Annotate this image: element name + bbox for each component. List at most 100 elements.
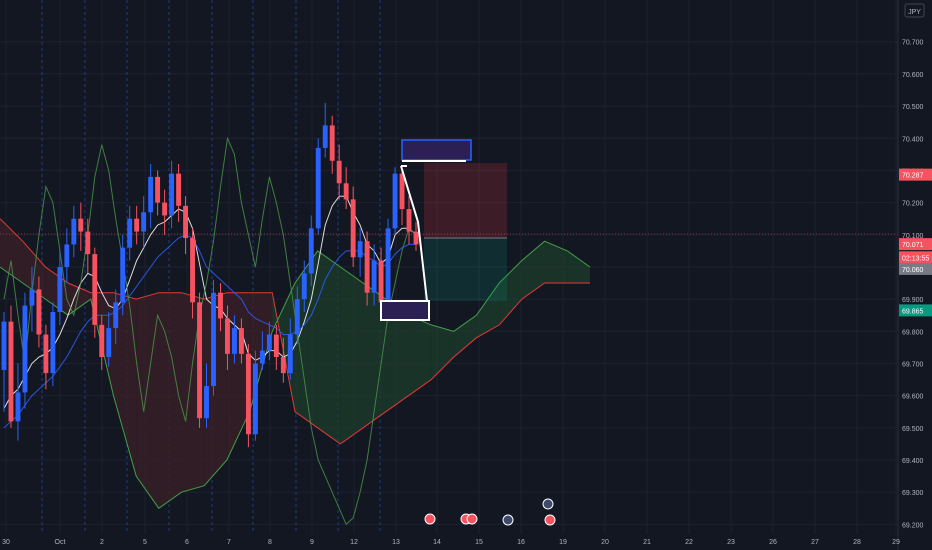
cloud-segment xyxy=(0,218,23,284)
candle-body xyxy=(273,334,279,358)
candle-body xyxy=(99,324,105,358)
candle-body xyxy=(1,321,7,370)
time-tick-label: 13 xyxy=(392,539,400,546)
price-tick-label: 69.300 xyxy=(902,490,924,497)
candle-body xyxy=(183,205,189,238)
event-flag-icon[interactable] xyxy=(466,513,478,525)
time-tick-label: 19 xyxy=(559,539,567,546)
candle-body xyxy=(245,353,251,435)
cloud-segment xyxy=(158,292,182,509)
cloud-segment xyxy=(385,299,409,412)
time-tick-label: 2 xyxy=(100,539,104,546)
ichimoku-cloud xyxy=(0,218,591,509)
candle-body xyxy=(336,160,342,184)
time-ticks: 30 Oct 2 5 6 7 8 9 12 13 14 15 16 19 20 21 22 23 26 27 28 29 xyxy=(2,539,900,546)
candle-body xyxy=(308,228,314,274)
price-tick-label: 69.700 xyxy=(902,361,924,368)
candle-body xyxy=(218,292,223,319)
drawing-tools[interactable] xyxy=(0,139,898,321)
price-label-text: 70.060 xyxy=(902,267,924,274)
time-tick-label: 26 xyxy=(769,539,777,546)
candle-body xyxy=(252,363,258,435)
price-axis[interactable]: JPY 70.70070.60070.50070.40070.30070.200… xyxy=(897,0,932,550)
cloud-segment xyxy=(544,241,568,284)
time-tick-label: 29 xyxy=(892,539,900,546)
candle-body xyxy=(71,218,77,245)
time-tick-label: 23 xyxy=(727,539,735,546)
candle-body xyxy=(413,231,419,245)
projection-path[interactable] xyxy=(400,165,428,302)
candle-body xyxy=(225,318,230,354)
candle-body xyxy=(50,312,56,374)
cloud-segment xyxy=(476,283,500,338)
candle-body xyxy=(231,328,237,354)
candle-body xyxy=(266,334,272,351)
candle-body xyxy=(120,247,126,303)
price-label-tag xyxy=(899,251,932,264)
candle-body xyxy=(364,241,370,293)
time-tick-label: Oct xyxy=(55,539,66,546)
candle-body xyxy=(190,238,195,303)
candle-body xyxy=(204,386,209,419)
indicator-lagging_span xyxy=(3,136,417,526)
candle-body xyxy=(8,321,14,422)
candle-body xyxy=(371,260,377,293)
candle-body xyxy=(301,273,307,300)
time-tick-label: 9 xyxy=(310,539,314,546)
time-tick-label: 16 xyxy=(517,539,525,546)
candle-body xyxy=(29,289,35,306)
price-tick-label: 70.700 xyxy=(902,40,924,47)
price-tick-label: 70.600 xyxy=(902,72,924,79)
candle-body xyxy=(287,334,293,374)
price-label-text: 02:13:55 xyxy=(902,255,929,262)
time-tick-label: 8 xyxy=(268,539,272,546)
price-axis-background xyxy=(898,0,932,550)
time-tick-label: 28 xyxy=(853,539,861,546)
candle-body xyxy=(294,299,300,335)
candle-body xyxy=(343,183,349,200)
candle-body xyxy=(57,266,63,312)
time-tick-label: 21 xyxy=(643,539,651,546)
demand-box[interactable] xyxy=(380,300,430,321)
cloud-span-b xyxy=(0,218,590,445)
candle-body xyxy=(106,328,112,358)
time-tick-label: 27 xyxy=(811,539,819,546)
candle-body xyxy=(43,334,49,374)
candle-body xyxy=(134,218,140,232)
currency-label: JPY xyxy=(908,9,921,16)
time-tick-label: 14 xyxy=(433,539,441,546)
event-flag-icon[interactable] xyxy=(424,513,436,525)
candlesticks[interactable] xyxy=(1,102,419,448)
time-tick-label: 22 xyxy=(685,539,693,546)
supply-box[interactable] xyxy=(401,139,472,161)
candle-body xyxy=(406,209,412,232)
candle-body xyxy=(169,173,175,216)
event-flag-icon[interactable] xyxy=(542,498,554,510)
price-tick-label: 69.200 xyxy=(902,522,924,529)
event-flag-icon[interactable] xyxy=(544,514,556,526)
candle-body xyxy=(155,176,161,203)
time-tick-label: 6 xyxy=(185,539,189,546)
candle-body xyxy=(15,392,21,422)
economic-events[interactable] xyxy=(424,498,556,526)
candle-body xyxy=(378,260,384,303)
indicator-ema_slow xyxy=(3,234,416,429)
cloud-segment xyxy=(567,250,590,284)
event-flag-icon[interactable] xyxy=(502,514,514,526)
time-tick-label: 5 xyxy=(143,539,147,546)
candle-body xyxy=(36,289,42,335)
price-labels: 70.287 70.071 02:13:55 70.060 69.865 xyxy=(899,168,932,317)
candle-body xyxy=(162,202,168,216)
price-label-text: 70.071 xyxy=(902,242,924,249)
time-axis[interactable]: 30 Oct 2 5 6 7 8 9 12 13 14 15 16 19 20 21 22 23 26 27 28 29 xyxy=(2,539,900,546)
candle-body xyxy=(238,328,244,354)
candle-body xyxy=(64,244,70,267)
price-label-tag xyxy=(899,238,932,251)
risk-zone[interactable] xyxy=(424,163,507,238)
reward-zone[interactable] xyxy=(424,238,507,301)
price-label-text: 69.865 xyxy=(902,308,924,315)
candle-body xyxy=(385,228,391,303)
cloud-segment xyxy=(431,324,454,380)
cloud-segment xyxy=(453,315,477,358)
